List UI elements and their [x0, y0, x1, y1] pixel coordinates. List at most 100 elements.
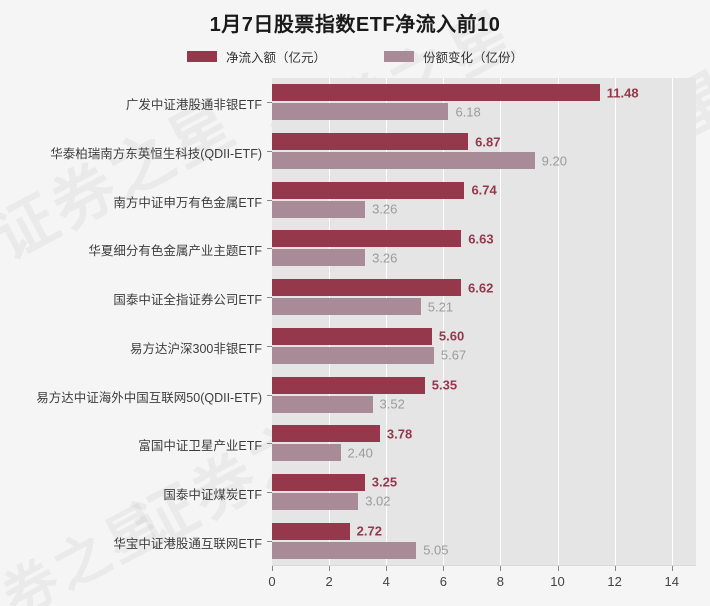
bar-net-inflow[interactable]: 2.72 [272, 522, 696, 540]
x-axis-label: 2 [325, 574, 333, 589]
gridline [557, 78, 559, 565]
x-axis-line [272, 565, 696, 566]
bar-net-inflow[interactable]: 6.74 [272, 181, 696, 199]
bar-share-change[interactable]: 2.40 [272, 444, 696, 462]
bar-rect [272, 541, 417, 559]
bar-value-net-inflow: 6.63 [468, 231, 494, 247]
y-axis-tick [267, 151, 272, 153]
bar-rect [272, 152, 535, 170]
y-axis-category-label: 国泰中证全指证券公司ETF [113, 293, 262, 308]
y-axis-category-label: 南方中证申万有色金属ETF [113, 195, 262, 210]
bar-share-change[interactable]: 3.52 [272, 395, 696, 413]
x-axis-tick [272, 566, 273, 571]
bar-net-inflow[interactable]: 3.78 [272, 425, 696, 443]
bar-value-share-change: 9.20 [541, 153, 567, 169]
bar-net-inflow[interactable]: 5.35 [272, 376, 696, 394]
legend-item-net-inflow[interactable]: 净流入额（亿元） [186, 47, 326, 66]
x-axis-tick [614, 566, 616, 571]
x-axis-label: 4 [382, 574, 390, 589]
x-axis-tick [386, 566, 388, 571]
gridline [500, 78, 502, 565]
bar-group: 5.60 5.67 [272, 327, 696, 364]
bar-net-inflow[interactable]: 6.62 [272, 279, 696, 297]
bar-value-net-inflow: 2.72 [356, 523, 382, 539]
legend-item-share-change[interactable]: 份额变化（亿份） [384, 47, 523, 66]
y-axis-category-label: 易方达中证海外中国互联网50(QDII-ETF) [36, 390, 262, 405]
y-axis-category-label: 华泰柏瑞南方东英恒生科技(QDII-ETF) [50, 147, 262, 162]
bar-value-share-change: 3.26 [372, 201, 398, 217]
bar-share-change[interactable]: 3.02 [272, 492, 696, 510]
y-axis-category-label: 国泰中证煤炭ETF [163, 487, 262, 502]
bar-net-inflow[interactable]: 3.25 [272, 473, 696, 491]
bar-net-inflow[interactable]: 6.63 [272, 230, 696, 248]
y-axis-tick [267, 102, 272, 104]
bar-rect [272, 249, 366, 267]
x-axis-tick [557, 566, 559, 571]
y-axis-tick [267, 443, 272, 445]
y-axis-category-label: 华夏细分有色金属产业主题ETF [88, 244, 262, 259]
bar-group: 6.87 9.20 [272, 133, 696, 170]
bar-value-share-change: 3.02 [365, 493, 391, 509]
bar-group: 6.62 5.21 [272, 279, 696, 316]
bar-share-change[interactable]: 5.21 [272, 298, 696, 316]
gridline [443, 78, 445, 565]
bar-group: 2.72 5.05 [272, 522, 696, 559]
y-axis-tick [267, 248, 272, 250]
y-axis-category-label: 华宝中证港股通互联网ETF [113, 536, 262, 551]
bar-net-inflow[interactable]: 5.60 [272, 327, 696, 345]
bar-value-net-inflow: 11.48 [606, 85, 639, 101]
chart-legend: 净流入额（亿元） 份额变化（亿份） [0, 47, 710, 66]
bar-value-net-inflow: 6.74 [471, 182, 497, 198]
plot-area: 11.48 6.18 6.87 9.20 6.74 3.26 6.63 3.26 6.62 5.2… [272, 78, 696, 565]
chart-title: 1月7日股票指数ETF净流入前10 [209, 14, 501, 36]
bar-share-change[interactable]: 3.26 [272, 249, 696, 267]
x-axis-label: 6 [439, 574, 447, 589]
bar-value-share-change: 2.40 [347, 445, 373, 461]
bar-value-net-inflow: 3.25 [371, 474, 398, 490]
bar-rect [272, 181, 465, 199]
bar-value-share-change: 6.18 [455, 104, 481, 120]
bar-rect [272, 395, 373, 413]
bar-share-change[interactable]: 9.20 [272, 152, 696, 170]
bar-value-share-change: 3.26 [372, 250, 398, 266]
gridline [386, 78, 388, 565]
y-axis-tick [267, 491, 272, 493]
y-axis-tick [267, 394, 272, 396]
bar-net-inflow[interactable]: 11.48 [272, 84, 696, 102]
bar-rect [272, 376, 425, 394]
y-axis-tick [267, 345, 272, 347]
bar-value-share-change: 3.52 [379, 396, 405, 412]
bar-rect [272, 133, 469, 151]
bar-rect [272, 327, 432, 345]
x-axis-tick [443, 566, 445, 571]
bar-share-change[interactable]: 6.18 [272, 103, 696, 121]
x-axis-tick [671, 566, 673, 571]
x-axis-tick [500, 566, 502, 571]
bar-share-change[interactable]: 5.05 [272, 541, 696, 559]
bar-value-share-change: 5.21 [427, 299, 454, 315]
bar-rect [272, 425, 380, 443]
bar-rect [272, 473, 365, 491]
bar-rect [272, 522, 350, 540]
legend-label-net-inflow: 净流入额（亿元） [225, 51, 326, 65]
bar-rect [272, 298, 421, 316]
x-axis-label: 12 [607, 574, 622, 589]
bar-group: 5.35 3.52 [272, 376, 696, 413]
bar-group: 6.63 3.26 [272, 230, 696, 267]
bar-rect [272, 103, 449, 121]
gridline [329, 78, 331, 565]
legend-label-share-change: 份额变化（亿份） [423, 51, 524, 65]
bar-rect [272, 346, 434, 364]
bar-rect [272, 492, 359, 510]
bar-group: 6.74 3.26 [272, 181, 696, 218]
x-axis-label: 0 [268, 574, 276, 589]
bar-rect [272, 230, 462, 248]
bar-group: 11.48 6.18 [272, 84, 696, 121]
bar-net-inflow[interactable]: 6.87 [272, 133, 696, 151]
bar-group: 3.25 3.02 [272, 473, 696, 510]
bar-value-net-inflow: 5.35 [431, 377, 458, 393]
bar-share-change[interactable]: 5.67 [272, 346, 696, 364]
bar-share-change[interactable]: 3.26 [272, 200, 696, 218]
bar-value-net-inflow: 5.60 [438, 328, 465, 344]
y-axis-tick [267, 297, 272, 299]
